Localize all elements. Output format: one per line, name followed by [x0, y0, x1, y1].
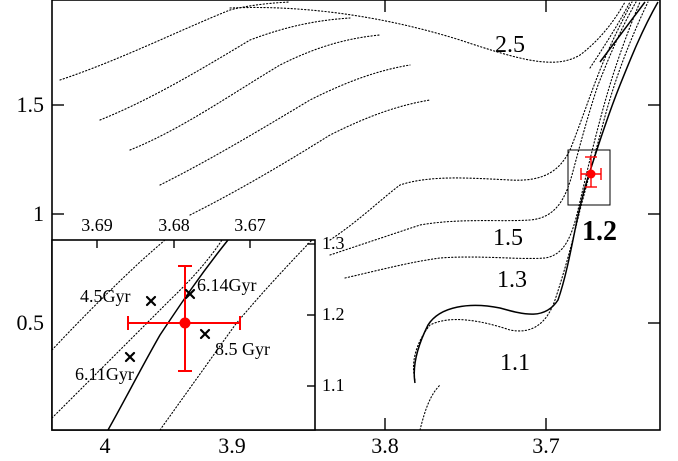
age-marker-4-5gyr: [145, 295, 157, 307]
track-bundle-top: [599, 1, 646, 63]
bottom-tick-label-3-9: 3.9: [218, 433, 246, 456]
main-tracks: [59, 1, 659, 431]
mass-label-1-1: 1.1: [500, 350, 530, 376]
mass-label-2-5: 2.5: [495, 32, 525, 58]
age-marker-6-11gyr-stroke-2: [124, 351, 136, 363]
track-1-1: [412, 1, 649, 381]
inset-x-tick-label-3-69: 3.69: [81, 215, 113, 235]
track-1-3: [344, 1, 641, 279]
inset-x-axis-top: 3.69 3.68 3.67: [81, 215, 266, 248]
mass-label-1-5: 1.5: [493, 225, 523, 251]
track-2-5-branch-2: [99, 17, 351, 121]
inset-frame: [51, 239, 316, 431]
track-1-5: [329, 1, 633, 241]
mass-label-1-2: 1.2: [582, 216, 617, 247]
age-label-6-14gyr: 6.14Gyr: [197, 275, 257, 295]
bottom-tick-label-4: 4: [100, 433, 111, 456]
age-label-8-5gyr: 8.5 Gyr: [215, 339, 270, 359]
x-tick-label-3-7: 3.7: [532, 433, 560, 456]
inset-y-axis-right: 1.3 1.2 1.1: [307, 233, 345, 395]
mass-label-1-3: 1.3: [497, 267, 527, 293]
inset-x-tick-label-3-68: 3.68: [158, 215, 190, 235]
main-star-errorbar: [580, 156, 602, 188]
zoom-box: [567, 149, 611, 206]
track-1-4: [329, 1, 637, 256]
track-2-5-branch-3: [129, 34, 381, 151]
inset-star-point: [179, 317, 191, 329]
inset-track-mid: [51, 239, 223, 419]
y-tick-label-1-5: 1.5: [17, 92, 45, 117]
inset-x-axis-bottom: 4 3.9: [100, 433, 246, 458]
inset-y-tick-label-1-3: 1.3: [322, 233, 345, 253]
main-x-axis: 3.8 3.7: [371, 0, 560, 458]
main-y-axis: 1.5 1 0.5: [17, 92, 660, 335]
age-label-6-11gyr: 6.11Gyr: [75, 364, 134, 384]
inset-track-left: [51, 239, 166, 351]
main-plot-frame: [51, 0, 661, 431]
inset-y-tick-label-1-2: 1.2: [322, 304, 345, 324]
inset-tracks: [51, 239, 313, 431]
inset-background: [52, 240, 315, 430]
inset-track-right: [159, 239, 313, 431]
track-bundle-top-2: [589, 1, 631, 69]
inset-star-errorbar: [127, 265, 241, 372]
inset-x-tick-label-3-67: 3.67: [234, 215, 266, 235]
track-2-5-branch-5: [189, 99, 431, 216]
x-tick-label-3-8: 3.8: [371, 433, 399, 456]
track-2-5-outer: [229, 1, 626, 63]
inset-track-1-2: [107, 239, 229, 431]
age-label-4-5gyr: 4.5Gyr: [80, 286, 131, 306]
inset-y-tick-label-1-1: 1.1: [322, 375, 345, 395]
mass-labels: 2.5 1.5 1.3 1.1 1.2: [493, 32, 617, 376]
track-lower: [419, 384, 441, 431]
track-1-2-solid: [413, 1, 659, 384]
track-2-5-branch-1: [59, 1, 291, 81]
age-marker-6-14gyr: [184, 288, 196, 300]
track-2-5-branch-4: [159, 64, 411, 186]
age-marker-8-5gyr-stroke-2: [199, 328, 211, 340]
age-marker-6-14gyr-stroke-2: [184, 288, 196, 300]
age-marker-8-5gyr: [199, 328, 211, 340]
age-marker-4-5gyr-stroke-2: [145, 295, 157, 307]
y-tick-label-1: 1: [33, 201, 44, 226]
y-tick-label-0-5: 0.5: [17, 310, 45, 335]
main-star-point: [586, 169, 596, 179]
inset-age-markers: 4.5Gyr 6.14Gyr 8.5 Gyr 6.11Gyr: [75, 275, 270, 384]
age-marker-6-11gyr: [124, 351, 136, 363]
